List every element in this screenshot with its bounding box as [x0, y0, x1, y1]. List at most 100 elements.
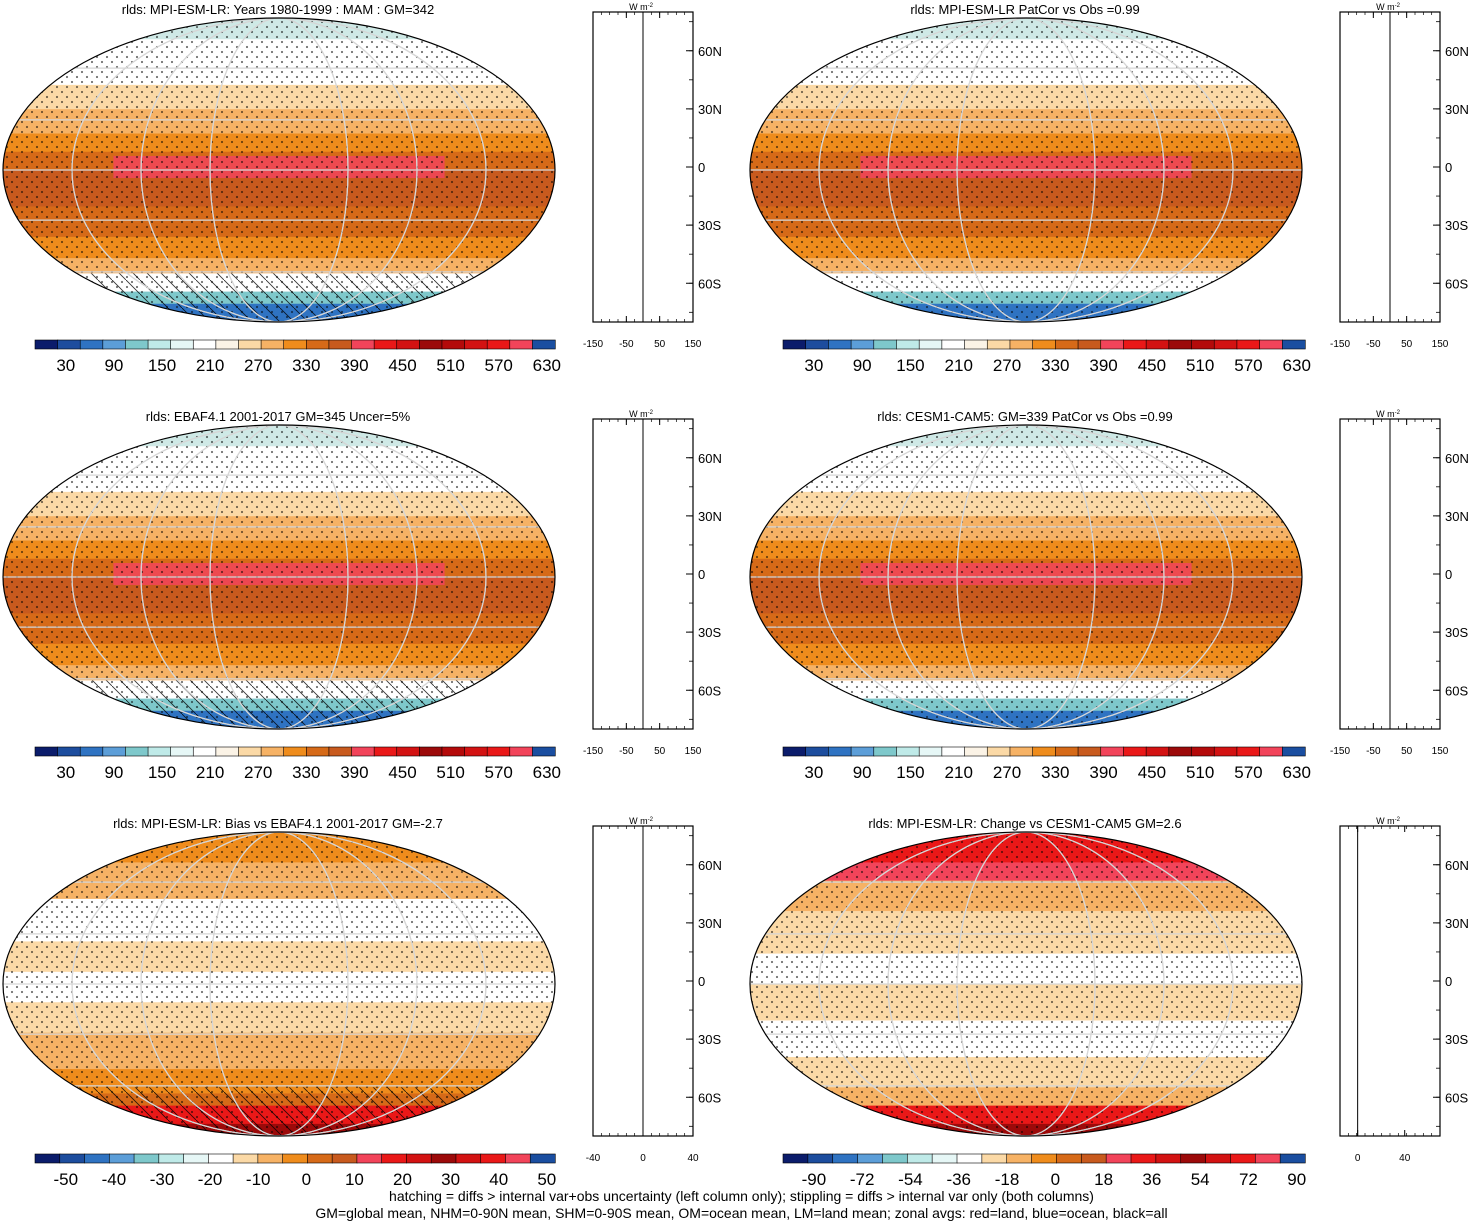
colorbar-tick-label: 330 [292, 763, 320, 782]
colorbar-swatch [931, 1153, 958, 1164]
zonal-mean-plot: W m-2 60N 30N 0 30S 60S -150 -50 50 150 [583, 409, 722, 757]
zonal-lat-label: 60N [698, 451, 722, 466]
colorbar-tick-label: 510 [1186, 356, 1214, 375]
colorbar-swatch [1191, 746, 1215, 757]
map-field [3, 425, 555, 729]
zonal-x-label: -150 [1330, 339, 1350, 350]
zonal-x-label: -150 [1330, 746, 1350, 757]
colorbar-swatch [430, 1153, 457, 1164]
map-meridian [140, 425, 418, 729]
map-meridian [818, 832, 1234, 1136]
colorbar-swatch [1213, 339, 1238, 350]
colorbar-swatch [782, 1153, 809, 1164]
colorbar-swatch [158, 1153, 185, 1164]
map-field [3, 832, 555, 1136]
colorbar-swatch [1031, 1153, 1058, 1164]
colorbar-swatch [782, 746, 807, 757]
colorbar-swatch [1259, 339, 1283, 350]
panel-2: rlds: EBAF4.1 2001-2017 GM=345 Uncer=5% … [2, 409, 722, 782]
colorbar-tick-label: 570 [485, 763, 513, 782]
colorbar-swatch [192, 339, 217, 350]
footer-note-legend: GM=global mean, NHM=0-90N mean, SHM=0-90… [315, 1205, 1168, 1221]
map-meridian [818, 425, 1234, 729]
map-outline [749, 424, 1303, 730]
colorbar-swatch [306, 746, 330, 757]
zonal-lat-label: 0 [1445, 974, 1452, 989]
map-meridian [140, 18, 418, 322]
panel-title: rlds: MPI-ESM-LR: Bias vs EBAF4.1 2001-2… [113, 816, 443, 831]
colorbar-swatch [147, 746, 172, 757]
zonal-mean-plot: W m-2 60N 30N 0 30S 60S 0 40 [1339, 816, 1469, 1164]
colorbar-swatch [505, 1153, 531, 1164]
zonal-x-label: 50 [654, 339, 666, 350]
colorbar-swatch [1032, 339, 1056, 350]
colorbar-swatch [257, 1153, 284, 1164]
map-outline [2, 831, 556, 1137]
colorbar-swatch [850, 339, 875, 350]
zonal-lat-label: 60S [1445, 683, 1468, 698]
colorbar-swatch [486, 339, 511, 350]
zonal-lat-label: 30S [1445, 218, 1468, 233]
colorbar-tick-label: 210 [945, 763, 973, 782]
colorbar-swatch [1168, 339, 1193, 350]
colorbar-swatch [1191, 339, 1215, 350]
colorbar-swatch [419, 746, 443, 757]
colorbar-swatch [1236, 746, 1261, 757]
panel-0: rlds: MPI-ESM-LR: Years 1980-1999 : MAM … [2, 2, 722, 375]
colorbar-tick-label: 570 [1234, 356, 1262, 375]
map-outline [2, 17, 556, 323]
map-meridian [209, 832, 349, 1136]
colorbar-swatch [1282, 746, 1306, 757]
colorbar: -90 -72 -54 -36 -18 0 18 36 54 72 90 [782, 1153, 1306, 1189]
colorbar-tick-label: 450 [1138, 356, 1166, 375]
zonal-x-label: 40 [1399, 1153, 1411, 1164]
colorbar-swatch [464, 746, 488, 757]
colorbar-swatch [84, 1153, 110, 1164]
colorbar-swatch [1032, 746, 1056, 757]
map-meridian [140, 832, 418, 1136]
zonal-lat-label: 30N [698, 102, 722, 117]
zonal-unit-label: W m-2 [1376, 409, 1400, 419]
colorbar-swatch [57, 339, 81, 350]
colorbar-tick-label: 630 [1283, 763, 1311, 782]
colorbar-tick-label: 18 [1094, 1170, 1113, 1189]
colorbar-swatch [1145, 339, 1170, 350]
colorbar-swatch [918, 746, 943, 757]
colorbar-swatch [102, 746, 127, 757]
colorbar-tick-label: 270 [244, 763, 272, 782]
colorbar-tick-label: 630 [533, 356, 561, 375]
colorbar-tick-label: 36 [1142, 1170, 1161, 1189]
zonal-mean-plot: W m-2 60N 30N 0 30S 60S -150 -50 50 150 [583, 2, 722, 350]
zonal-x-label: 50 [1401, 746, 1413, 757]
map-meridian [887, 18, 1165, 322]
map-field [3, 18, 555, 322]
colorbar-tick-label: 630 [533, 763, 561, 782]
zonal-unit-label: W m-2 [1376, 816, 1400, 826]
zonal-lat-label: 60N [698, 44, 722, 59]
colorbar-swatch [192, 746, 217, 757]
colorbar-tick-label: 50 [537, 1170, 556, 1189]
colorbar: 30 90 150 210 270 330 390 450 510 570 630 [34, 339, 561, 375]
zonal-lat-label: 30S [698, 1032, 721, 1047]
zonal-x-label: -40 [586, 1153, 601, 1164]
map-meridian [887, 832, 1165, 1136]
zonal-lat-label: 60S [698, 683, 721, 698]
map-outline [749, 831, 1303, 1137]
zonal-lat-label: 0 [698, 567, 705, 582]
colorbar-swatch [1130, 1153, 1157, 1164]
colorbar-swatch [896, 746, 920, 757]
colorbar-swatch [328, 339, 353, 350]
colorbar-tick-label: 210 [196, 763, 224, 782]
colorbar-tick-label: -30 [150, 1170, 175, 1189]
colorbar-tick-label: 10 [345, 1170, 364, 1189]
colorbar-tick-label: 210 [196, 356, 224, 375]
colorbar-tick-label: 72 [1239, 1170, 1258, 1189]
colorbar-swatch [1254, 1153, 1281, 1164]
colorbar-tick-label: -50 [54, 1170, 79, 1189]
footer-note-hatching: hatching = diffs > internal var+obs unce… [389, 1188, 1094, 1204]
colorbar: -50 -40 -30 -20 -10 0 10 20 30 40 50 [34, 1153, 556, 1189]
colorbar-swatch [1180, 1153, 1207, 1164]
colorbar-swatch [956, 1153, 983, 1164]
zonal-x-label: -50 [619, 339, 634, 350]
colorbar-tick-label: 270 [244, 356, 272, 375]
